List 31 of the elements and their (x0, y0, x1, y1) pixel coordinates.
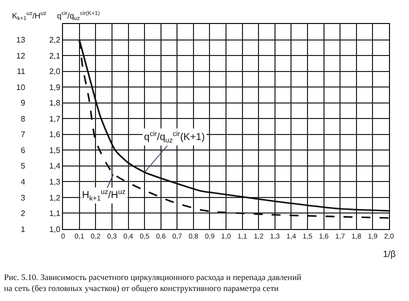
x-axis-title: 1/β (383, 249, 396, 259)
y-tick-label: 2,1 (49, 51, 61, 60)
y2-tick-label: 4 (20, 177, 26, 186)
annotation: H$_{k+1}$$^{uz}$/H$^{uz}$ (82, 189, 126, 202)
y2-tick-label: 12 (16, 51, 26, 60)
y-tick-label: 2,2 (49, 36, 61, 45)
y-tick-label: 1,4 (49, 162, 61, 171)
y2-tick-label: 3 (20, 193, 26, 202)
y2-tick-label: 5 (20, 162, 26, 171)
y-tick-label: 1,3 (49, 177, 61, 186)
y-tick-label: 1,1 (49, 209, 61, 218)
y2-tick-label: 2 (20, 209, 26, 218)
y2-tick-label: 7 (20, 130, 26, 140)
y-tick-label: 1,6 (49, 130, 61, 140)
y2-tick-label: 6 (20, 146, 26, 155)
y2-tick-label: 8 (20, 114, 26, 124)
y2-tick-label: 1 (20, 224, 26, 234)
y2-tick-label: 10 (16, 82, 26, 92)
y-tick-label: 1,2 (49, 193, 61, 202)
text: Рис. 5.10. Зависимость расчетного циркуляционного расхода и перепада давлений на сеть (без головных участков) от общего конструктивного параметра сети (4, 272, 302, 294)
y-tick-label: 1,7 (49, 114, 61, 124)
y-tick-label: 1,8 (49, 98, 61, 108)
y-tick-label: 1,0 (49, 224, 61, 234)
y2-tick-label: 9 (20, 98, 26, 108)
annotation: q$^{cir}$/q$_{uz}$$^{cir}$(K+1) (144, 130, 205, 144)
y2-tick-label: 11 (16, 67, 26, 76)
y-tick-label: 1,5 (49, 146, 61, 155)
y2-axis-title: K$_{k+1}$$^{uz}$/H$^{uz}$ (12, 11, 47, 22)
y-tick-label: 2,0 (49, 67, 61, 76)
y2-tick-label: 13 (16, 36, 26, 45)
y-tick-label: 1,9 (49, 82, 61, 92)
